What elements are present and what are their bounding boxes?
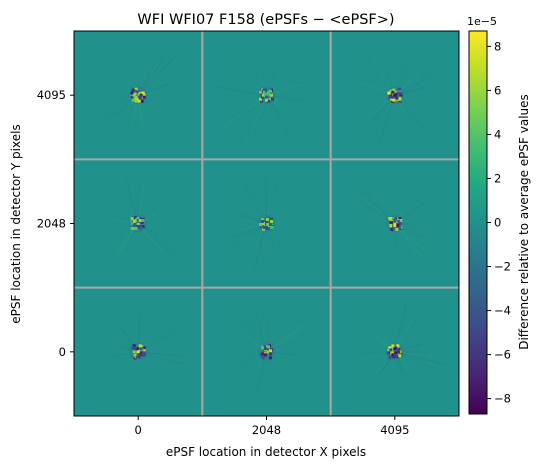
psf-pixel: [398, 354, 401, 357]
psf-pixel: [393, 94, 396, 97]
colorbar: [469, 31, 487, 414]
colorbar-tick-label: 4: [494, 127, 501, 141]
x-axis-label: ePSF location in detector X pixels: [166, 445, 366, 459]
psf-pixel: [269, 223, 272, 226]
x-tick-label: 0: [135, 423, 142, 437]
x-tick-label: 4095: [380, 423, 409, 437]
psf-pixel: [134, 90, 137, 93]
psf-pixel: [398, 88, 401, 91]
psf-pixel: [269, 352, 272, 355]
psf-pixel: [398, 92, 401, 95]
psf-pixel: [132, 227, 135, 230]
psf-pixel: [261, 352, 264, 355]
psf-pixel: [390, 228, 393, 231]
psf-pixel: [143, 96, 146, 99]
psf-pixel: [270, 220, 273, 223]
psf-pixel: [266, 223, 269, 226]
psf-pixel: [266, 218, 269, 221]
x-tick-label: 2048: [252, 423, 281, 437]
psf-pixel: [391, 91, 394, 94]
psf-pixel: [267, 93, 270, 96]
colorbar-tick-label: −8: [494, 392, 511, 406]
psf-pixel: [139, 96, 142, 99]
psf-pixel: [133, 220, 136, 223]
colorbar-tick-label: −4: [494, 304, 511, 318]
psf-pixel: [139, 219, 142, 222]
psf-pixel: [261, 220, 264, 223]
psf-pixel: [394, 217, 397, 220]
psf-pixel: [389, 224, 392, 227]
colorbar-tick-label: 6: [494, 83, 501, 97]
psf-pixel: [139, 344, 142, 347]
psf-pixel: [142, 219, 145, 222]
psf-pixel: [387, 351, 390, 354]
psf-pixel: [264, 93, 267, 96]
colorbar-label: Difference relative to average ePSF valu…: [517, 94, 531, 350]
colorbar-tick-label: −6: [494, 348, 511, 362]
psf-pixel: [396, 224, 399, 227]
psf-pixel: [388, 356, 391, 359]
y-tick-label: 2048: [37, 217, 66, 231]
psf-pixel: [270, 226, 273, 229]
psf-pixel: [140, 227, 143, 230]
psf-pixel: [138, 100, 141, 103]
y-axis-ticks: 4095 2048 0: [37, 88, 74, 359]
psf-pixel: [133, 224, 136, 227]
psf-pixel: [389, 221, 392, 224]
psf-pixel: [270, 94, 273, 97]
psf-pixel: [393, 224, 396, 227]
psf-pixel: [394, 351, 397, 354]
psf-pixel: [395, 228, 398, 231]
psf-pixel: [143, 351, 146, 354]
chart-title: WFI WFI07 F158 (ePSFs − <ePSF>): [137, 12, 394, 28]
psf-pixel: [393, 347, 396, 350]
psf-pixel: [259, 223, 262, 226]
colorbar-tick-label: 8: [494, 39, 501, 53]
y-axis-label: ePSF location in detector Y pixels: [9, 124, 23, 323]
psf-pixel: [135, 227, 138, 230]
colorbar-tick-label: 0: [494, 216, 501, 230]
psf-pixel: [134, 347, 137, 350]
psf-pixel: [259, 91, 262, 94]
psf-pixel: [133, 350, 136, 353]
psf-pixel: [137, 350, 140, 353]
psf-pixel: [131, 217, 134, 220]
heatmap-cells: [88, 46, 448, 403]
psf-pixel: [262, 356, 265, 359]
psf-pixel: [264, 353, 267, 356]
psf-pixel: [261, 346, 264, 349]
psf-pixel: [397, 350, 400, 353]
colorbar-exponent: 1e−5: [467, 15, 497, 28]
colorbar-ticks: 8 6 4 2 0 −2 −4 −6 −8: [487, 39, 511, 405]
psf-pixel: [140, 353, 143, 356]
psf-pixel: [269, 356, 272, 359]
psf-pixel: [397, 220, 400, 223]
psf-pixel: [265, 99, 268, 102]
psf-pixel: [387, 92, 390, 95]
psf-pixel: [267, 345, 270, 348]
psf-pixel: [135, 98, 138, 101]
psf-pixel: [136, 355, 139, 358]
psf-pixel: [390, 96, 393, 99]
colorbar-tick-label: −2: [494, 260, 511, 274]
psf-pixel: [398, 98, 401, 101]
psf-pixel: [140, 347, 143, 350]
colorbar-tick-label: 2: [494, 171, 501, 185]
y-tick-label: 0: [59, 345, 66, 359]
psf-pixel: [389, 348, 392, 351]
psf-pixel: [269, 90, 272, 93]
y-tick-label: 4095: [37, 88, 66, 102]
psf-pixel: [133, 94, 136, 97]
psf-pixel: [395, 97, 398, 100]
psf-pixel: [263, 226, 266, 229]
psf-pixel: [393, 354, 396, 357]
x-axis-ticks: 0 2048 4095: [135, 416, 410, 437]
